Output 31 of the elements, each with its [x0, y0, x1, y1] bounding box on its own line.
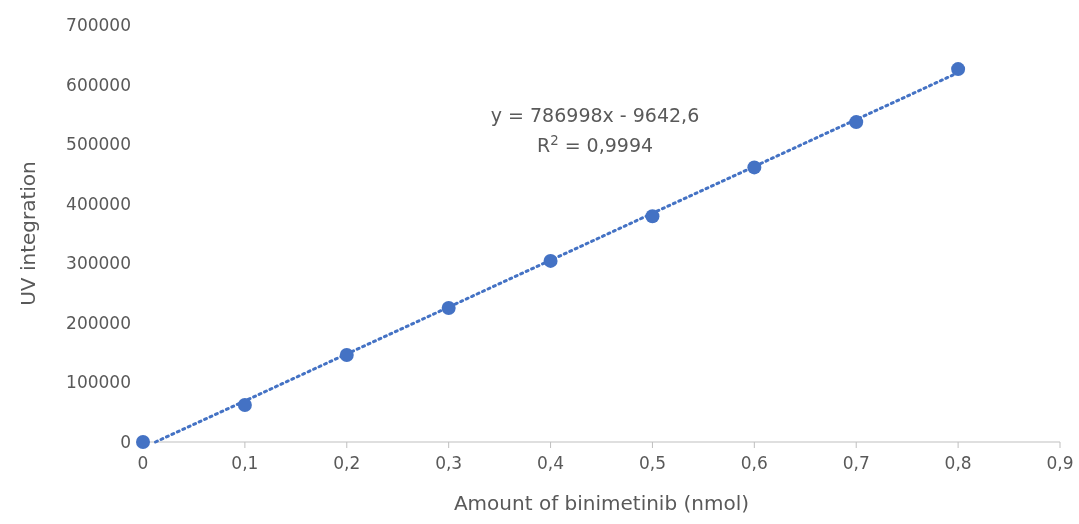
y-tick-label: 400000: [66, 193, 131, 214]
x-tick-label: 0: [137, 453, 149, 473]
annotation: y = 786998x - 9642,6: [490, 104, 700, 126]
annotation: R$^{2}$ = 0,9994: [536, 132, 654, 156]
x-tick-label: 0,9: [1046, 453, 1074, 473]
x-tick-label: 0,3: [435, 453, 463, 473]
point: [747, 160, 762, 175]
y-axis-title: UV integration: [16, 161, 40, 306]
point: [849, 115, 864, 130]
y-tick-label: 700000: [66, 15, 131, 35]
y-tick-label: 200000: [66, 312, 131, 333]
point: [543, 253, 558, 268]
x-tick-label: 0,6: [740, 453, 768, 473]
y-tick-label: 0: [120, 432, 131, 452]
point: [237, 398, 252, 413]
point: [339, 348, 354, 363]
point: [951, 62, 966, 77]
y-tick-label: 100000: [66, 372, 131, 393]
x-axis-title: Amount of binimetinib (nmol): [453, 491, 750, 515]
x-tick-label: 0,5: [638, 453, 666, 473]
x-tick-label: 0,7: [842, 453, 870, 473]
y-tick-label: 600000: [66, 74, 131, 95]
x-tick-label: 0,1: [231, 453, 259, 473]
y-tick-label: 300000: [66, 253, 131, 274]
y-tick-label: 500000: [66, 134, 131, 155]
point: [136, 435, 150, 449]
x-tick-label: 0,2: [333, 453, 361, 473]
point: [645, 209, 660, 224]
x-tick-label: 0,4: [537, 453, 565, 473]
point: [441, 300, 456, 315]
x-tick-label: 0,8: [944, 453, 972, 473]
